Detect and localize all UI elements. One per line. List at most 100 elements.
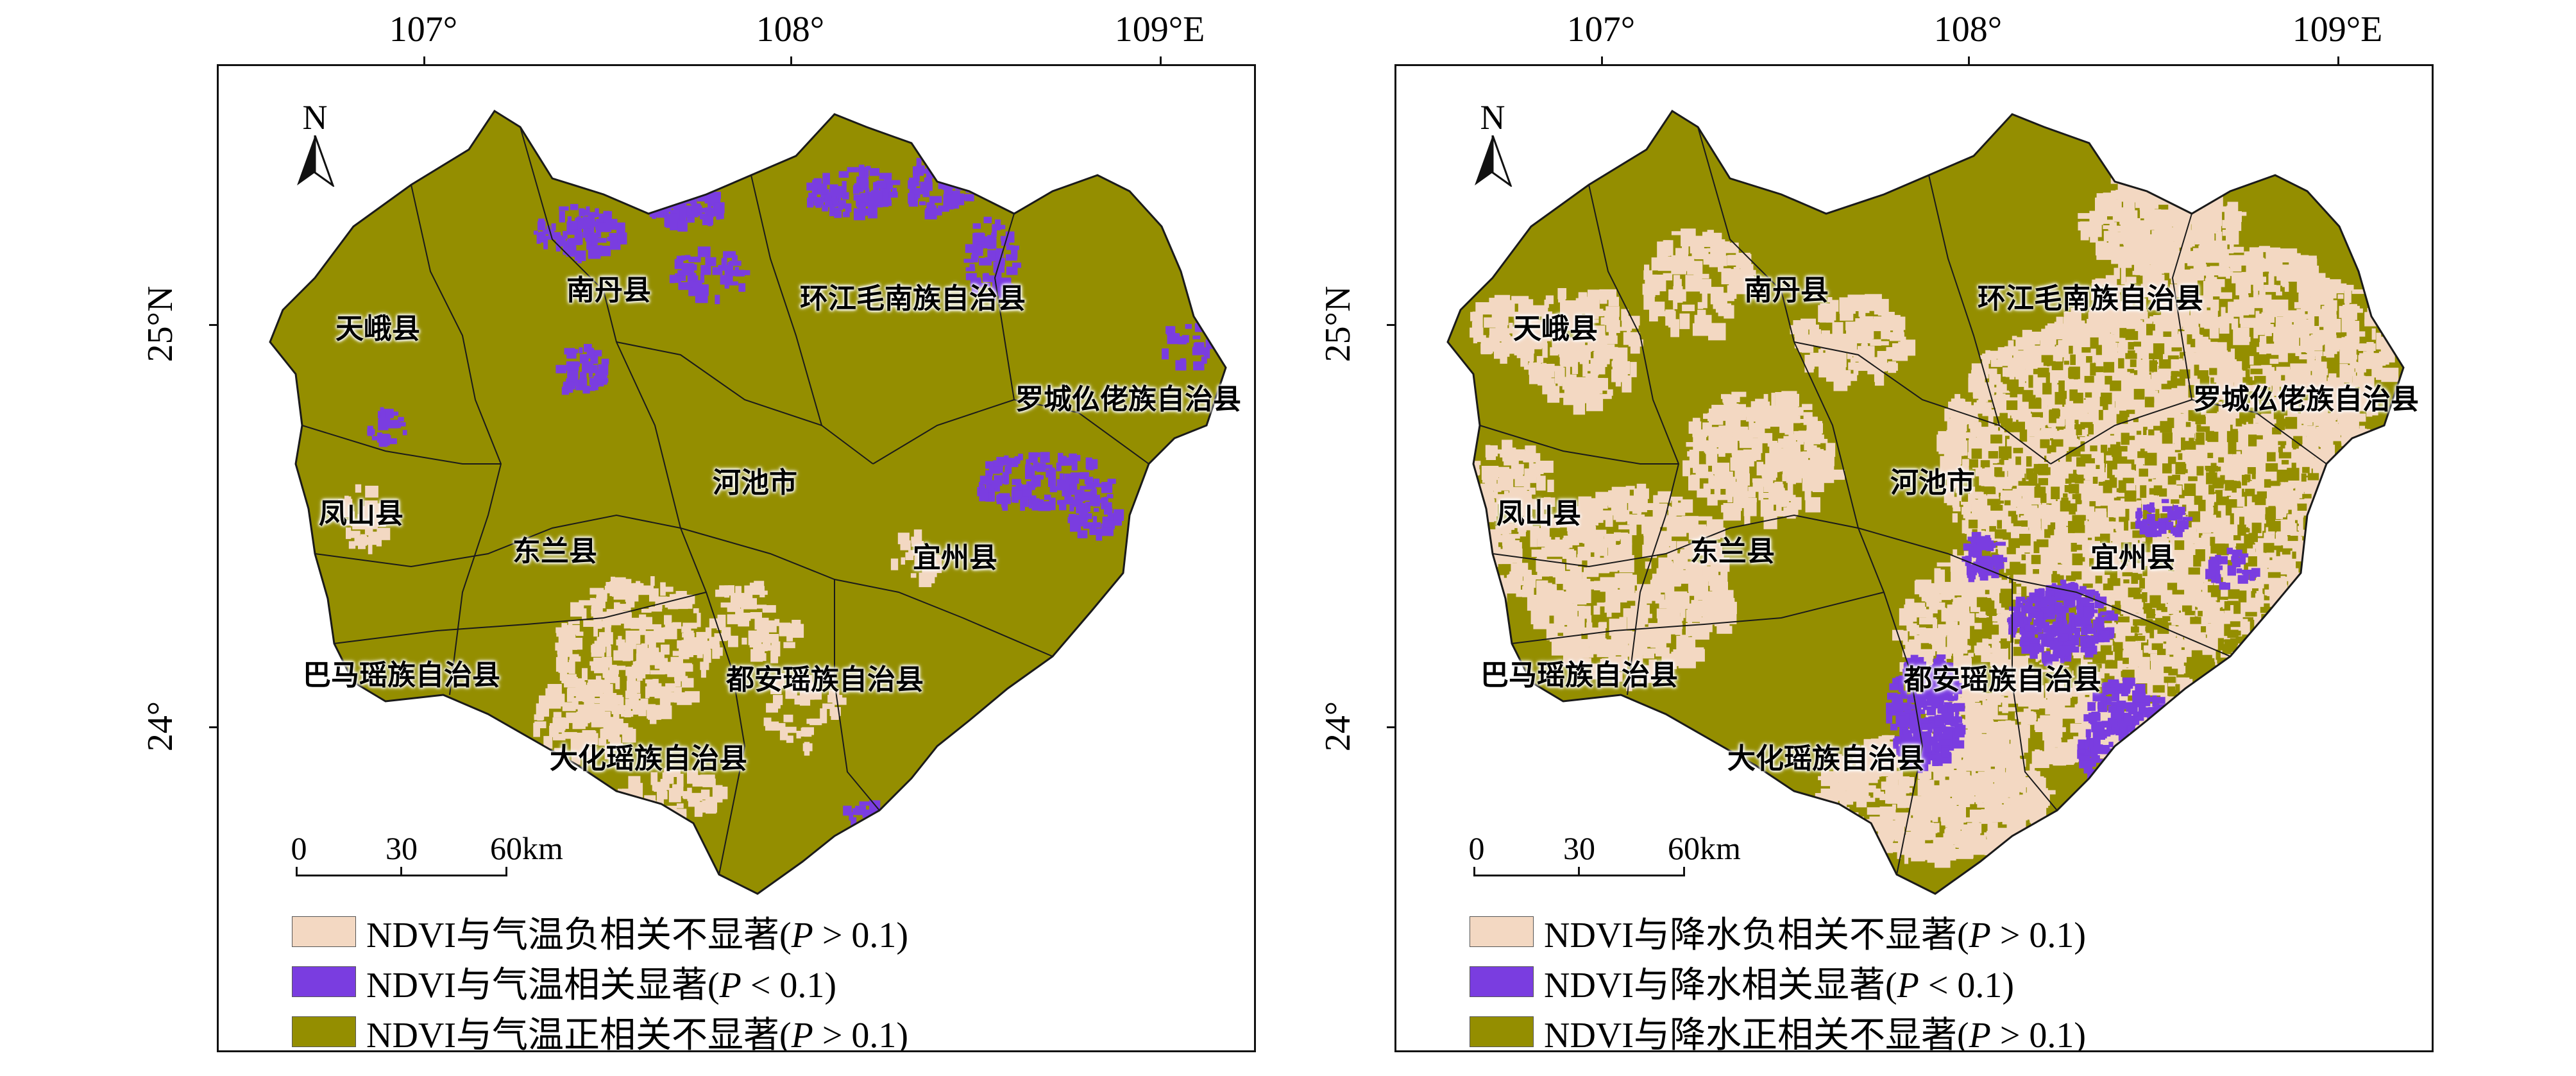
pixel-negative bbox=[890, 558, 899, 570]
pixel-negative bbox=[742, 612, 751, 618]
pixel-significant bbox=[1095, 499, 1106, 504]
pixel-significant bbox=[596, 229, 602, 238]
pixel-negative bbox=[2271, 343, 2288, 355]
pixel-negative bbox=[2037, 528, 2042, 534]
pixel-significant bbox=[687, 214, 695, 223]
pixel-significant bbox=[1056, 462, 1062, 472]
county-border bbox=[834, 579, 880, 811]
pixel-negative bbox=[588, 696, 594, 701]
pixel-negative bbox=[649, 588, 659, 602]
pixel-negative bbox=[1940, 448, 1948, 454]
pixel-negative bbox=[652, 679, 657, 692]
pixel-negative bbox=[602, 613, 607, 627]
pixel-significant bbox=[690, 289, 699, 296]
pixel-negative bbox=[795, 681, 801, 690]
pixel-significant bbox=[548, 232, 561, 237]
pixel-negative bbox=[770, 651, 779, 663]
pixel-negative bbox=[589, 597, 595, 604]
pixel-significant bbox=[838, 202, 843, 210]
pixel-negative bbox=[559, 694, 565, 707]
pixel-negative bbox=[1973, 755, 1981, 760]
pixel-significant bbox=[1094, 508, 1099, 512]
pixel-negative bbox=[2060, 457, 2067, 474]
pixel-significant bbox=[872, 838, 877, 846]
pixel-significant bbox=[682, 181, 694, 194]
pixel-significant bbox=[979, 258, 992, 266]
pixel-negative bbox=[628, 806, 640, 814]
pixel-negative bbox=[346, 527, 352, 540]
pixel-significant bbox=[591, 239, 598, 246]
pixel-negative bbox=[660, 810, 675, 823]
pixel-negative bbox=[562, 703, 576, 712]
pixel-negative bbox=[2052, 708, 2060, 717]
pixel-negative bbox=[553, 733, 566, 740]
pixel-significant bbox=[586, 348, 595, 359]
pixel-negative bbox=[692, 640, 698, 655]
pixel-negative bbox=[2008, 726, 2020, 740]
pixel-significant bbox=[875, 181, 887, 189]
pixel-negative bbox=[628, 592, 639, 602]
pixel-negative bbox=[2081, 504, 2089, 513]
pixel-significant bbox=[589, 378, 602, 386]
pixel-negative bbox=[627, 679, 634, 694]
pixel-significant bbox=[591, 350, 602, 357]
pixel-negative bbox=[646, 807, 652, 814]
pixel-negative bbox=[2171, 326, 2178, 343]
pixel-negative bbox=[591, 648, 605, 657]
pixel-negative bbox=[2259, 342, 2267, 355]
pixel-significant bbox=[714, 202, 725, 214]
pixel-negative bbox=[2300, 336, 2312, 352]
scale-tick bbox=[296, 867, 298, 876]
pixel-negative bbox=[1950, 638, 1968, 654]
pixel-negative bbox=[699, 632, 709, 638]
pixel-significant bbox=[920, 182, 933, 191]
pixel-significant bbox=[1091, 525, 1096, 531]
pixel-negative bbox=[827, 694, 843, 703]
county-label-dahua: 大化瑶族自治县 bbox=[550, 742, 747, 775]
pixel-significant bbox=[652, 192, 657, 199]
pixel-significant bbox=[677, 220, 688, 232]
latitude-label: 24° bbox=[140, 701, 180, 752]
pixel-negative bbox=[1968, 377, 1976, 393]
pixel-negative bbox=[681, 626, 691, 633]
pixel-negative bbox=[774, 699, 781, 709]
pixel-negative bbox=[1926, 822, 1934, 839]
pixel-significant bbox=[866, 848, 877, 857]
pixel-negative bbox=[2044, 394, 2055, 406]
scale-label: 60km bbox=[490, 830, 563, 866]
pixel-negative bbox=[789, 624, 804, 638]
pixel-negative bbox=[614, 602, 620, 617]
pixel-significant bbox=[582, 386, 590, 394]
pixel-significant bbox=[882, 825, 889, 836]
pixel-significant bbox=[1113, 516, 1122, 524]
north-letter: N bbox=[302, 98, 328, 137]
pixel-significant bbox=[1178, 336, 1187, 345]
pixel-negative bbox=[687, 787, 692, 796]
pixel-negative bbox=[628, 802, 634, 812]
pixel-significant bbox=[963, 164, 969, 170]
north-arrow-icon bbox=[297, 135, 335, 189]
pixel-negative bbox=[1831, 810, 1841, 823]
pixel-negative bbox=[2035, 721, 2051, 732]
pixel-negative bbox=[1847, 821, 1864, 831]
pixel-significant bbox=[1063, 459, 1074, 466]
pixel-significant bbox=[582, 361, 594, 373]
pixel-negative bbox=[632, 802, 638, 814]
pixel-significant bbox=[1063, 474, 1071, 481]
pixel-negative bbox=[1932, 635, 1946, 651]
pixel-significant bbox=[547, 225, 551, 233]
pixel-significant bbox=[606, 223, 610, 232]
pixel-negative bbox=[700, 662, 709, 670]
pixel-negative bbox=[2344, 286, 2351, 303]
pixel-significant bbox=[1079, 510, 1088, 524]
pixel-negative bbox=[670, 656, 681, 663]
pixel-negative bbox=[576, 732, 588, 740]
pixel-significant bbox=[608, 219, 618, 230]
pixel-significant bbox=[1004, 466, 1012, 474]
pixel-significant bbox=[881, 196, 889, 207]
pixel-negative bbox=[2038, 504, 2049, 519]
pixel-negative bbox=[1836, 827, 1848, 837]
pixel-negative bbox=[796, 731, 801, 739]
pixel-negative bbox=[2026, 333, 2035, 351]
pixel-negative bbox=[595, 679, 611, 691]
